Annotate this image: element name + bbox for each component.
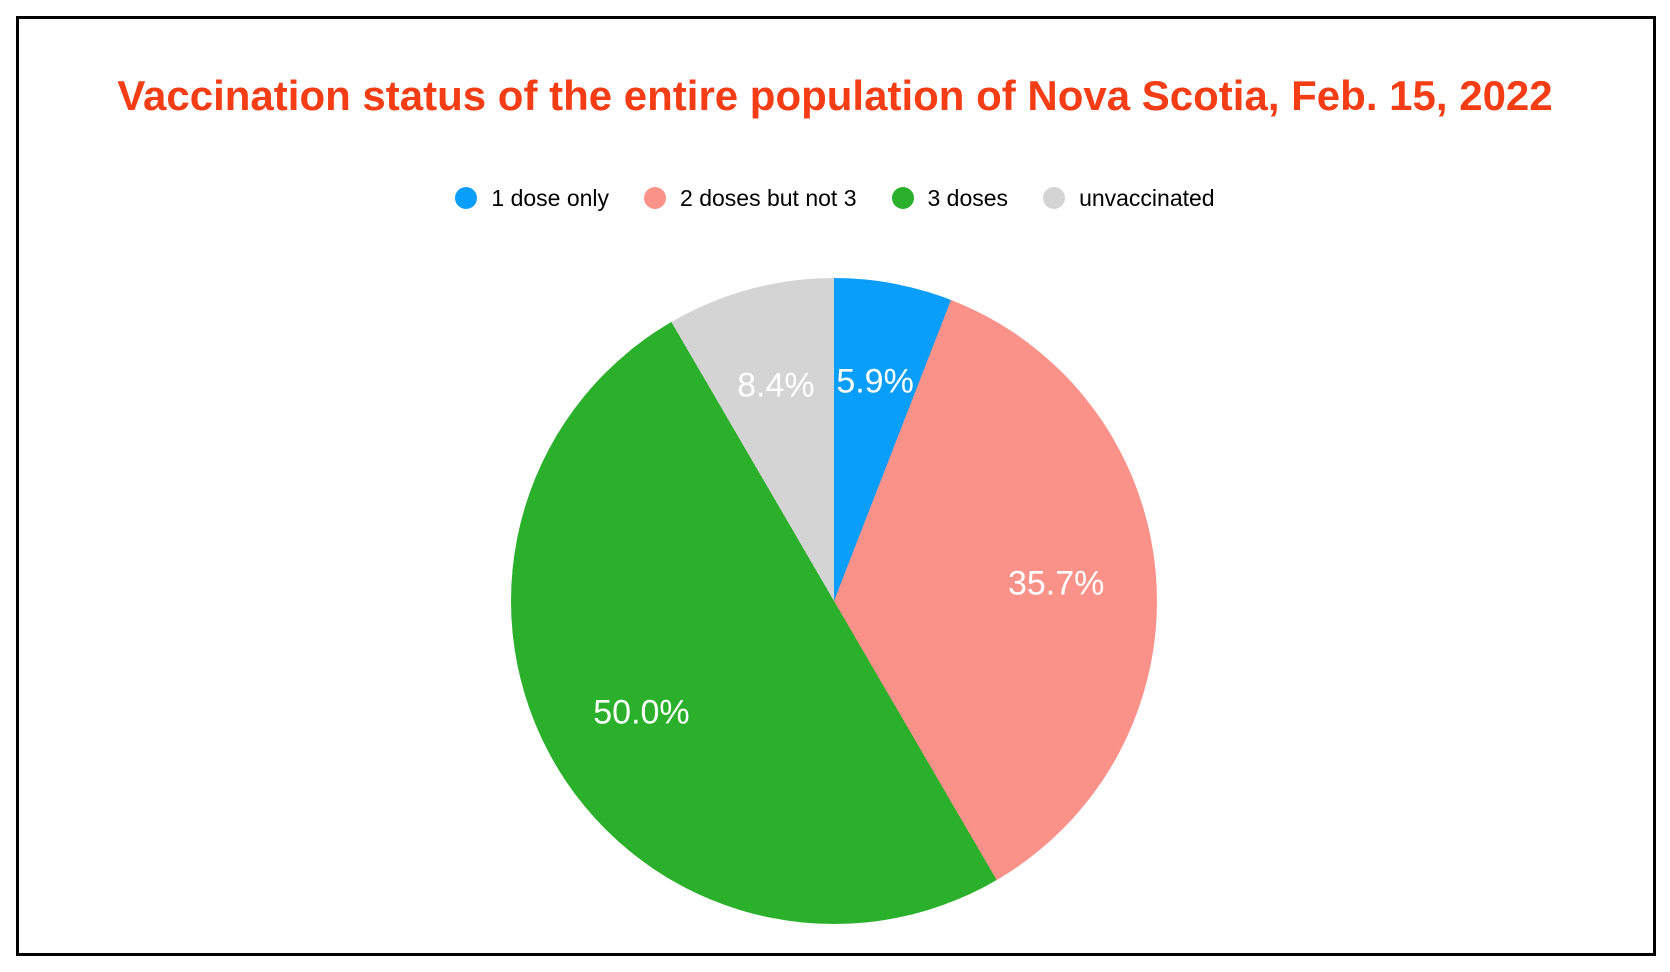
- legend-item[interactable]: 2 doses but not 3: [644, 184, 857, 212]
- slice-label: 5.9%: [836, 362, 914, 401]
- legend-label: 3 doses: [927, 185, 1009, 211]
- slice-label: 8.4%: [737, 366, 815, 405]
- legend-label: unvaccinated: [1079, 185, 1215, 211]
- slice-label: 35.7%: [1007, 564, 1105, 602]
- legend-item[interactable]: 1 dose only: [455, 184, 609, 212]
- circle-swatch-icon: [455, 187, 478, 209]
- pie-chart: 5.9% 35.7% 50.0% 8.4%: [511, 278, 1157, 924]
- circle-swatch-icon: [891, 187, 914, 209]
- legend-item[interactable]: 3 doses: [891, 184, 1009, 212]
- legend: 1 dose only 2 doses but not 3 3 doses unvac…: [0, 184, 1670, 212]
- legend-item[interactable]: unvaccinated: [1043, 184, 1215, 212]
- legend-label: 2 doses but not 3: [680, 185, 857, 211]
- circle-swatch-icon: [644, 187, 667, 209]
- slice-label: 50.0%: [593, 693, 690, 732]
- legend-label: 1 dose only: [491, 185, 610, 211]
- pie[interactable]: 5.9% 35.7% 50.0% 8.4%: [511, 278, 1157, 924]
- chart-title: Vaccination status of the entire populat…: [117, 72, 1553, 119]
- circle-swatch-icon: [1043, 187, 1066, 209]
